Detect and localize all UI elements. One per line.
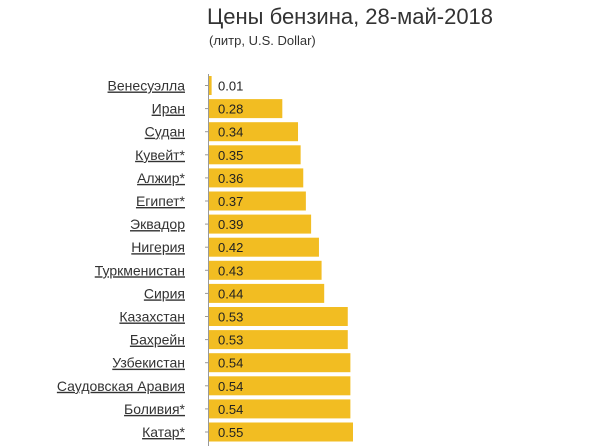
category-label: Туркменистан xyxy=(95,262,185,278)
bar xyxy=(209,191,306,211)
bar xyxy=(209,422,353,442)
bar xyxy=(209,399,351,419)
category-label: Кувейт* xyxy=(135,147,185,163)
value-label: 0.43 xyxy=(218,263,243,278)
category-label: Судан xyxy=(145,124,185,140)
category-label: Катар* xyxy=(142,424,185,440)
value-label: 0.35 xyxy=(218,148,243,163)
bar xyxy=(209,283,325,303)
bar xyxy=(209,260,322,280)
category-label: Узбекистан xyxy=(112,355,185,371)
bar xyxy=(209,353,351,373)
value-label: 0.54 xyxy=(218,402,243,417)
value-label: 0.01 xyxy=(218,79,243,94)
value-label: 0.36 xyxy=(218,171,243,186)
category-label: Египет* xyxy=(136,193,186,209)
category-label: Боливия* xyxy=(124,401,185,417)
bar xyxy=(209,307,348,326)
category-label: Саудовская Аравия xyxy=(57,378,185,394)
value-label: 0.39 xyxy=(218,217,243,232)
value-label: 0.34 xyxy=(218,125,243,140)
bar xyxy=(209,330,348,350)
value-label: 0.42 xyxy=(218,240,243,255)
value-label: 0.54 xyxy=(218,379,243,394)
bar xyxy=(209,168,304,188)
bar xyxy=(209,237,319,257)
category-label: Казахстан xyxy=(119,309,185,325)
category-label: Эквадор xyxy=(130,216,185,232)
value-label: 0.44 xyxy=(218,286,243,301)
value-label: 0.37 xyxy=(218,194,243,209)
category-label: Нигерия xyxy=(131,239,185,255)
category-label: Бахрейн xyxy=(130,332,185,348)
bar xyxy=(209,214,312,234)
chart-title: Цены бензина, 28-май-2018 xyxy=(207,4,494,29)
category-label: Сирия xyxy=(144,285,185,301)
category-label: Алжир* xyxy=(137,170,185,186)
chart-subtitle: (литр, U.S. Dollar) xyxy=(209,33,316,48)
bar xyxy=(209,76,212,95)
value-label: 0.54 xyxy=(218,356,243,371)
value-label: 0.53 xyxy=(218,310,243,325)
value-label: 0.55 xyxy=(218,425,243,440)
bar xyxy=(209,145,301,165)
category-label: Венесуэлла xyxy=(108,78,186,94)
value-label: 0.28 xyxy=(218,102,243,117)
bars-group: Венесуэлла 0.01 Иран 0.28 Судан 0.34 Кувейт* 0.… xyxy=(57,76,353,442)
category-label: Иран xyxy=(152,101,185,117)
value-label: 0.53 xyxy=(218,333,243,348)
bar xyxy=(209,122,299,142)
bar xyxy=(209,376,351,396)
bar xyxy=(209,99,283,119)
